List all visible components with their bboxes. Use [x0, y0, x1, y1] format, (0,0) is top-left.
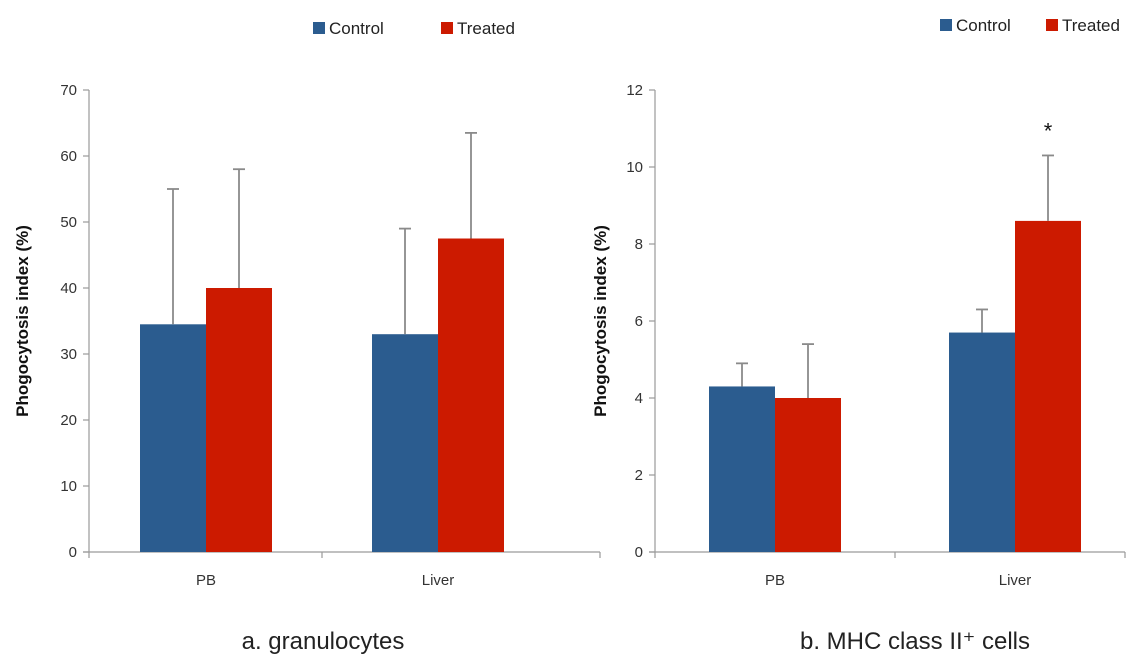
- panel-a-granulocytes: 0 10 20 30 40 50 60 70 PB Liver Control Treated Phog…: [13, 19, 601, 655]
- b-panel-caption: b. MHC class II⁺ cells: [800, 628, 1030, 655]
- a-y-tick-label: 70: [60, 82, 77, 99]
- b-y-tick-label: 0: [635, 544, 643, 561]
- a-y-axis-title: Phogocytosis index (%): [13, 225, 32, 417]
- b-category-label: Liver: [999, 572, 1032, 589]
- a-y-tick-label: 0: [69, 544, 77, 561]
- b-y-axis-title: Phogocytosis index (%): [591, 225, 610, 417]
- panel-b-mhc-class-ii-cells: 0 2 4 6 8 10 12 PB Liver * Control Treated Phogocyto…: [591, 16, 1126, 655]
- b-y-tick-label: 12: [626, 82, 643, 99]
- b-y-tick-label: 10: [626, 159, 643, 176]
- b-y-tick-label: 4: [635, 390, 643, 407]
- b-bar-treated-liver: [1015, 220, 1081, 552]
- b-category-label: PB: [765, 572, 785, 589]
- b-y-tick-label: 8: [635, 236, 643, 253]
- b-legend-swatch-control: [940, 19, 952, 31]
- a-y-tick-label: 20: [60, 412, 77, 429]
- b-significance-marker: *: [1044, 118, 1053, 143]
- a-bar-treated-liver: [438, 238, 504, 552]
- a-y-tick-label: 30: [60, 346, 77, 363]
- b-y-tick-label: 6: [635, 313, 643, 330]
- a-panel-caption: a. granulocytes: [242, 628, 405, 655]
- a-bar-control-liver: [372, 334, 438, 552]
- a-legend-swatch-control: [313, 22, 325, 34]
- a-legend-label-control: Control: [329, 19, 384, 38]
- b-legend-label-control: Control: [956, 16, 1011, 35]
- a-category-label: PB: [196, 572, 216, 589]
- b-bar-treated-pb: [775, 398, 841, 552]
- b-bar-control-pb: [709, 386, 775, 552]
- a-y-tick-label: 60: [60, 148, 77, 165]
- a-legend-label-treated: Treated: [457, 19, 515, 38]
- b-y-tick-label: 2: [635, 467, 643, 484]
- a-legend-swatch-treated: [441, 22, 453, 34]
- a-category-label: Liver: [422, 572, 455, 589]
- a-bar-treated-pb: [206, 288, 272, 552]
- a-y-tick-label: 40: [60, 280, 77, 297]
- a-y-tick-label: 10: [60, 478, 77, 495]
- b-bar-control-liver: [949, 332, 1015, 552]
- a-y-tick-label: 50: [60, 214, 77, 231]
- a-bar-control-pb: [140, 324, 206, 552]
- b-legend-label-treated: Treated: [1062, 16, 1120, 35]
- b-legend-swatch-treated: [1046, 19, 1058, 31]
